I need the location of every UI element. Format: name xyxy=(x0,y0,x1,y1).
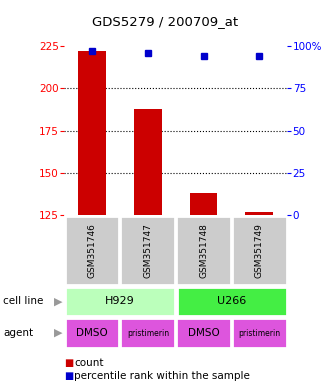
Text: GDS5279 / 200709_at: GDS5279 / 200709_at xyxy=(92,15,238,28)
FancyBboxPatch shape xyxy=(176,216,231,285)
Text: GSM351747: GSM351747 xyxy=(143,223,152,278)
Text: ▶: ▶ xyxy=(53,296,62,306)
Text: ■: ■ xyxy=(64,371,74,381)
Text: percentile rank within the sample: percentile rank within the sample xyxy=(74,371,250,381)
FancyBboxPatch shape xyxy=(65,216,119,285)
Text: GSM351749: GSM351749 xyxy=(255,223,264,278)
Text: DMSO: DMSO xyxy=(188,328,219,338)
Text: H929: H929 xyxy=(105,296,135,306)
FancyBboxPatch shape xyxy=(177,287,287,316)
FancyBboxPatch shape xyxy=(176,318,231,348)
FancyBboxPatch shape xyxy=(65,318,119,348)
FancyBboxPatch shape xyxy=(232,318,286,348)
FancyBboxPatch shape xyxy=(120,318,175,348)
Bar xyxy=(134,109,162,215)
FancyBboxPatch shape xyxy=(120,216,175,285)
Text: pristimerin: pristimerin xyxy=(238,329,280,338)
Bar xyxy=(78,51,106,215)
Text: DMSO: DMSO xyxy=(76,328,108,338)
Text: ▶: ▶ xyxy=(53,328,62,338)
FancyBboxPatch shape xyxy=(65,287,175,316)
Text: U266: U266 xyxy=(217,296,246,306)
Text: cell line: cell line xyxy=(3,296,44,306)
Bar xyxy=(245,212,273,215)
Text: GSM351746: GSM351746 xyxy=(88,223,97,278)
Text: pristimerin: pristimerin xyxy=(127,329,169,338)
Text: count: count xyxy=(74,358,104,368)
Text: agent: agent xyxy=(3,328,33,338)
FancyBboxPatch shape xyxy=(232,216,286,285)
Text: GSM351748: GSM351748 xyxy=(199,223,208,278)
Bar xyxy=(190,193,217,215)
Text: ■: ■ xyxy=(64,358,74,368)
